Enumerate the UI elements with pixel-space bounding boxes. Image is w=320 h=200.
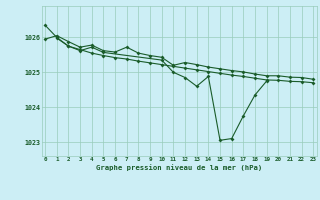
X-axis label: Graphe pression niveau de la mer (hPa): Graphe pression niveau de la mer (hPa) (96, 164, 262, 171)
